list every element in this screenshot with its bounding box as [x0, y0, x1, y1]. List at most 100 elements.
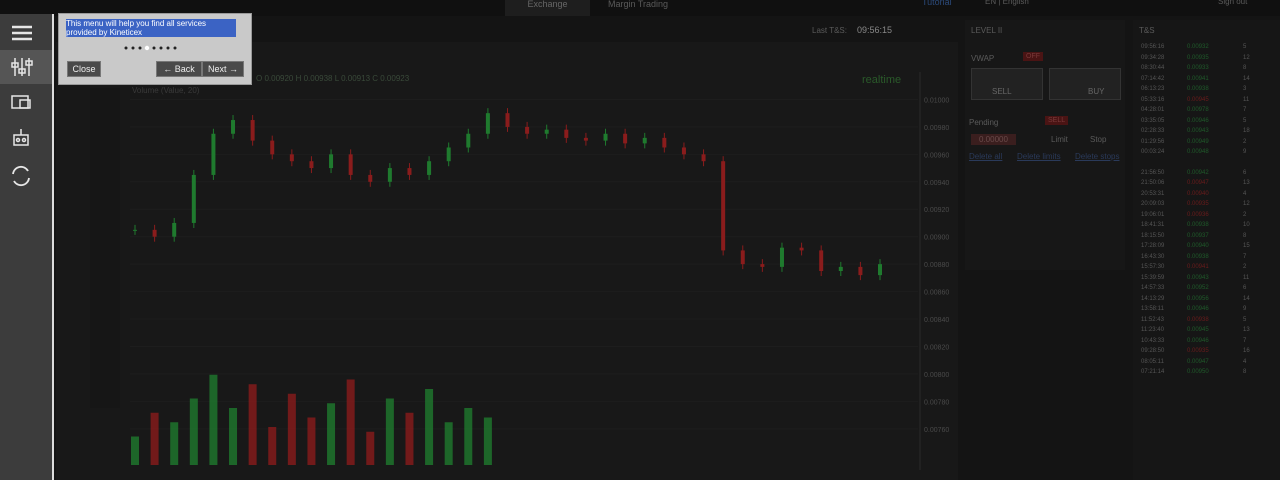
- back-button[interactable]: ← Back: [156, 61, 202, 77]
- ts-price: 0.00947: [1187, 358, 1209, 365]
- ts-time: 17:28:09: [1141, 243, 1165, 249]
- volume-bar: [268, 427, 277, 465]
- ts-row: 14:13:29 0.00956 14: [1141, 294, 1271, 305]
- tutorial-link[interactable]: Tutorial: [922, 0, 952, 7]
- ohlc: O 0.00920 H 0.00938 L 0.00913 C 0.00923: [256, 74, 410, 83]
- candle-body: [819, 250, 824, 271]
- ts-size: 15: [1243, 243, 1250, 249]
- candle-body: [172, 222, 177, 237]
- ts-price: 0.00948: [1187, 149, 1209, 155]
- volume-bar: [327, 403, 336, 465]
- ts-size: 18: [1243, 128, 1250, 134]
- candle-body: [858, 266, 863, 276]
- y-tick-label: 0.00860: [924, 290, 949, 297]
- next-button[interactable]: Next →: [202, 61, 244, 77]
- sell-button[interactable]: SELL: [971, 68, 1043, 100]
- ts-row: 05:33:16 0.00945 11: [1141, 95, 1271, 106]
- limit[interactable]: Limit: [1051, 135, 1068, 144]
- y-tick-label: 0.00800: [924, 372, 949, 379]
- ts-price: 0.00935: [1187, 201, 1209, 207]
- candle-body: [642, 137, 647, 144]
- ts-size: 8: [1243, 369, 1247, 375]
- ts-row: 08:30:44 0.00933 8: [1141, 63, 1271, 74]
- candle-body: [231, 120, 236, 134]
- ts-time: 20:09:03: [1141, 201, 1165, 207]
- ts-price: 0.00935: [1187, 348, 1209, 354]
- buy-button[interactable]: BUY: [1049, 68, 1121, 100]
- ts-row: 06:13:23 0.00938 3: [1141, 84, 1271, 95]
- ts-size: 9: [1243, 306, 1247, 312]
- last-label: Last T&S:: [812, 26, 847, 35]
- ts-price: 0.00945: [1187, 96, 1209, 103]
- ts-price: 0.00940: [1187, 190, 1209, 197]
- menu-icon[interactable]: [12, 25, 32, 41]
- ts-size: 2: [1243, 138, 1247, 145]
- ts-size: 16: [1243, 348, 1250, 354]
- ts-time: 15:39:59: [1141, 274, 1165, 281]
- candle-body: [270, 140, 275, 155]
- ts-price: 0.00946: [1187, 306, 1209, 312]
- amount[interactable]: 0.00000: [971, 134, 1016, 145]
- candle-body: [838, 266, 843, 271]
- sliders-icon[interactable]: [11, 58, 33, 76]
- volume-bar: [189, 398, 198, 465]
- language[interactable]: EN | English: [985, 0, 1029, 6]
- candle-body: [623, 133, 628, 144]
- candle-body: [211, 133, 216, 175]
- ts-size: 9: [1243, 149, 1247, 155]
- sign-out[interactable]: Sign out: [1218, 0, 1248, 6]
- candle-body: [603, 133, 608, 141]
- close-button[interactable]: Close: [67, 61, 101, 77]
- ts-time: 03:35:05: [1141, 117, 1165, 124]
- ts-time: 08:05:11: [1141, 358, 1164, 365]
- ts-row: 10:43:33 0.00946 7: [1141, 336, 1271, 347]
- ts-size: 11: [1243, 274, 1250, 281]
- ts-time: 15:57:30: [1141, 264, 1165, 270]
- candle-body: [329, 154, 334, 169]
- ts-time: 04:28:01: [1141, 107, 1165, 113]
- pending-sell[interactable]: SELL: [1045, 116, 1069, 125]
- wallet-icon[interactable]: [11, 95, 31, 109]
- y-tick-label: 0.00780: [924, 399, 949, 406]
- ts-time: 21:50:06: [1141, 180, 1165, 186]
- candle-body: [309, 161, 314, 169]
- refresh-icon[interactable]: [12, 165, 30, 187]
- ts-row: 17:28:09 0.00940 15: [1141, 241, 1271, 252]
- y-tick-label: 0.00760: [924, 427, 949, 434]
- stop[interactable]: Stop: [1090, 135, 1107, 144]
- volume-bar: [464, 408, 473, 465]
- ts-size: 13: [1243, 327, 1250, 333]
- vwap-off[interactable]: OFF: [1023, 52, 1043, 61]
- candle-body: [289, 154, 294, 162]
- candle-body: [505, 113, 510, 127]
- level2-title: LEVEL II: [971, 26, 1003, 35]
- ts-price: 0.00945: [1187, 327, 1209, 333]
- exchange-tab[interactable]: Exchange: [505, 0, 590, 16]
- delete-all[interactable]: Delete all: [969, 152, 1003, 161]
- margin-tab[interactable]: Margin Trading: [608, 0, 669, 9]
- ts-row: 20:09:03 0.00935 12: [1141, 199, 1271, 210]
- ts-price: 0.00950: [1187, 369, 1209, 375]
- volume-bar: [346, 379, 355, 465]
- delete-limits[interactable]: Delete limits: [1017, 152, 1061, 161]
- y-tick-label: 0.00900: [924, 235, 949, 242]
- ts-price: 0.00946: [1187, 337, 1209, 344]
- candle-body: [799, 247, 804, 251]
- ts-title: T&S: [1139, 26, 1155, 35]
- delete-stops[interactable]: Delete stops: [1075, 152, 1120, 161]
- volume-bar: [131, 436, 139, 465]
- ts-size: 12: [1243, 54, 1250, 61]
- candle-body: [387, 168, 392, 182]
- ts-time: 20:53:31: [1141, 190, 1165, 197]
- ts-row: 00:03:24 0.00948 9: [1141, 147, 1271, 158]
- ts-row: 15:57:30 0.00941 2: [1141, 262, 1271, 273]
- ts-time: 21:56:50: [1141, 169, 1165, 176]
- ts-price: 0.00949: [1187, 138, 1209, 145]
- ts-row: 09:34:28 0.00935 12: [1141, 53, 1271, 64]
- ts-row: 13:58:11 0.00946 9: [1141, 304, 1271, 315]
- ts-size: 2: [1243, 264, 1247, 270]
- ts-size: 7: [1243, 337, 1247, 344]
- robot-icon[interactable]: [13, 129, 29, 146]
- ts-row: 04:28:01 0.00978 7: [1141, 105, 1271, 116]
- volume-bar: [385, 398, 394, 465]
